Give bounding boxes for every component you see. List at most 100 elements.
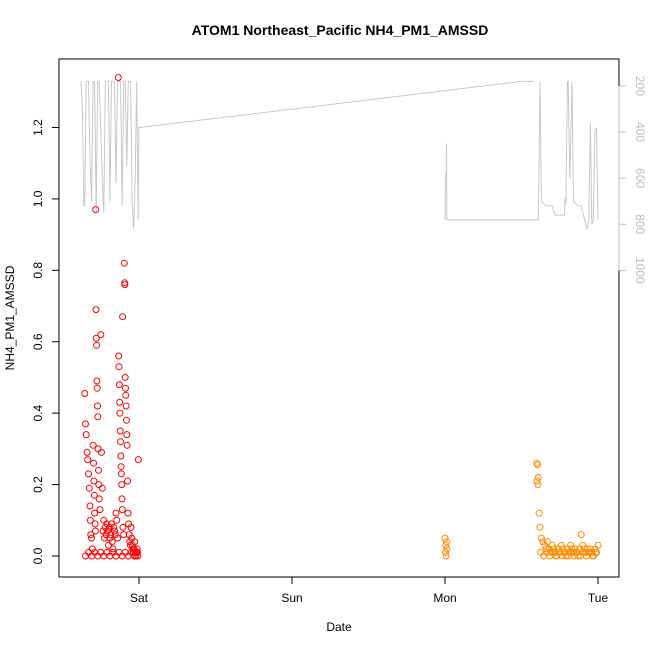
data-point: [123, 416, 130, 424]
y2-tick-label: 1000: [633, 257, 647, 284]
data-point: [127, 523, 135, 531]
x-tick-label: Mon: [433, 591, 456, 605]
chart-title: ATOM1 Northeast_Pacific NH4_PM1_AMSSD: [192, 22, 489, 38]
y2-tick-label: 600: [633, 168, 647, 188]
data-point: [583, 545, 591, 553]
data-point: [101, 534, 109, 542]
data-point: [116, 398, 124, 406]
data-point: [124, 509, 132, 517]
data-point: [118, 506, 126, 514]
data-point: [82, 431, 90, 439]
data-point: [114, 74, 122, 81]
data-point: [104, 541, 112, 549]
pressure-line-1: [80, 80, 534, 229]
data-point: [123, 441, 131, 449]
data-point: [559, 545, 567, 553]
y2-axis: 200 400 600 800 1000: [618, 76, 647, 284]
data-point: [94, 402, 101, 410]
data-point: [95, 466, 102, 474]
data-point: [442, 552, 450, 560]
data-point: [108, 538, 116, 546]
data-point: [120, 259, 128, 267]
data-point: [534, 461, 542, 469]
data-point: [98, 448, 105, 456]
data-point: [84, 456, 92, 464]
data-point: [121, 281, 129, 289]
data-point: [579, 541, 587, 549]
data-point: [577, 531, 585, 539]
data-point: [441, 534, 449, 542]
data-point: [111, 527, 118, 535]
data-point: [90, 491, 98, 499]
data-point: [91, 509, 99, 517]
data-point: [442, 541, 450, 549]
data-point: [119, 523, 127, 531]
data-point: [592, 548, 600, 556]
data-points: [81, 74, 602, 560]
data-point: [117, 438, 124, 446]
data-point: [83, 448, 91, 456]
data-point: [86, 502, 94, 510]
data-point: [121, 373, 129, 381]
data-point: [128, 541, 136, 549]
data-point: [122, 402, 130, 410]
data-point: [114, 534, 122, 542]
data-point: [550, 545, 558, 553]
data-point: [115, 352, 123, 360]
data-point: [544, 538, 551, 546]
data-point: [115, 381, 123, 389]
y-tick-label: 1.2: [31, 119, 45, 136]
data-point: [93, 384, 101, 392]
data-point: [586, 545, 594, 553]
data-point: [131, 538, 139, 546]
data-point: [113, 516, 121, 524]
data-point: [85, 470, 92, 478]
data-point: [124, 477, 131, 485]
data-point: [534, 473, 542, 481]
data-point: [443, 538, 450, 546]
data-point: [535, 509, 543, 517]
data-point: [119, 313, 127, 321]
data-point: [570, 548, 577, 556]
data-point: [574, 552, 582, 560]
data-point: [87, 531, 95, 539]
data-point: [90, 477, 98, 485]
x-tick-label: Sun: [281, 591, 302, 605]
data-point: [89, 441, 97, 449]
y-tick-label: 0.4: [31, 404, 45, 421]
data-point: [548, 541, 556, 549]
y-tick-label: 0.2: [31, 476, 45, 493]
y-tick-label: 0.6: [31, 333, 45, 350]
plot-frame: [58, 58, 620, 578]
x-axis-label: Date: [326, 620, 352, 634]
data-point: [92, 334, 100, 342]
x-tick-label: Tue: [588, 591, 609, 605]
data-point: [134, 548, 141, 556]
data-point: [117, 452, 125, 460]
data-point: [96, 506, 104, 514]
y-axis: 0.0 0.2 0.4 0.6 0.8 1.0 1.2: [31, 119, 60, 564]
data-point: [109, 545, 117, 553]
data-point: [133, 545, 141, 553]
data-point: [90, 459, 98, 467]
y2-tick-label: 200: [633, 76, 647, 96]
data-point: [534, 481, 542, 489]
x-axis: Sat Sun Mon Tue: [130, 576, 609, 605]
data-point: [122, 384, 129, 392]
data-point: [94, 445, 102, 453]
data-point: [95, 481, 103, 489]
data-point: [95, 495, 103, 503]
data-point: [557, 541, 565, 549]
data-point: [108, 520, 115, 528]
data-point: [117, 463, 125, 471]
data-point: [118, 495, 126, 503]
data-point: [539, 538, 547, 546]
y-tick-label: 1.0: [31, 190, 45, 207]
data-point: [88, 545, 96, 553]
data-point: [94, 413, 102, 421]
data-point: [97, 331, 105, 339]
data-point: [91, 520, 99, 528]
data-point: [81, 390, 89, 397]
data-point: [542, 545, 550, 553]
